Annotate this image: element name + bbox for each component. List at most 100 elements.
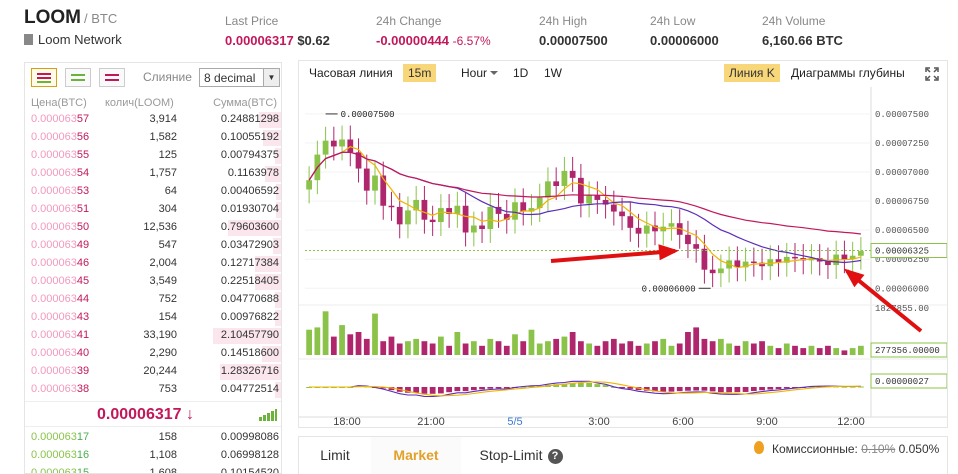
ask-row[interactable]: 0.00006344 752 0.04770688 [25,291,281,309]
view-both-button[interactable] [31,68,57,87]
depth-bar [274,148,281,164]
decimal-select[interactable]: 8 decimal ▼ [199,68,280,87]
current-price-tag-text: 0.00006325 [875,247,929,257]
tab-1w[interactable]: 1W [544,66,562,80]
view-sell-button[interactable] [99,68,125,87]
volume-bar [536,343,543,355]
ask-row[interactable]: 0.00006353 64 0.00406592 [25,183,281,201]
macd-bar [792,387,798,388]
help-icon[interactable]: ? [547,449,563,464]
tab-hour[interactable]: Hour [456,64,503,82]
col-sum-header: Сумма(BTC) [213,97,277,109]
tab-market[interactable]: Market [371,437,461,474]
volume-bar [825,345,831,355]
volume-bar [742,341,749,355]
ask-row[interactable]: 0.00006340 2,290 0.14518600 [25,345,281,363]
candle-body [462,205,469,233]
candle-body [553,181,560,186]
candle-body [586,195,592,204]
volume-bar [652,341,658,355]
candle-body [421,199,428,220]
ask-row[interactable]: 0.00006357 3,914 0.24881298 [25,111,281,129]
volume-bar [750,343,757,355]
candle-body [685,234,691,245]
time-tick: 12:00 [837,416,865,427]
candle-body [545,181,551,198]
ask-row[interactable]: 0.00006345 3,549 0.22518405 [25,273,281,291]
candle-body [858,251,864,256]
coin-name-link[interactable]: Loom Network [24,32,122,47]
ask-row[interactable]: 0.00006355 125 0.00794375 [25,147,281,165]
low-label: 24h Low [650,14,696,28]
row-sum: 2.10457790 [220,329,279,341]
volume-bar [355,332,362,355]
depth-bar [276,202,281,218]
red-arrow-head [658,244,679,261]
row-sum: 0.12717384 [220,257,279,269]
candle-body [355,152,362,169]
depth-bar [274,292,281,308]
tab-15m[interactable]: 15m [403,64,437,82]
ask-row[interactable]: 0.00006341 33,190 2.10457790 [25,327,281,345]
ask-row[interactable]: 0.00006338 753 0.04772514 [25,381,281,399]
bid-row[interactable]: 0.00006316 1,108 0.06998128 [25,447,281,465]
candle-body [487,206,494,229]
volume-bar [627,341,634,355]
volume-bar [553,338,560,355]
ask-row[interactable]: 0.00006349 547 0.03472903 [25,237,281,255]
row-sum: 0.00794375 [220,149,279,161]
ask-row[interactable]: 0.00006350 12,536 0.79603600 [25,219,281,237]
volume-bar [569,332,576,355]
row-price: 0.00006340 [31,347,90,359]
candle-body [372,175,378,191]
buy-lines-icon [71,79,85,81]
ask-row[interactable]: 0.00006346 2,004 0.12717384 [25,255,281,273]
candle-body [495,206,502,214]
tab-depth[interactable]: Диаграммы глубины [791,66,905,80]
volume-bar [833,348,840,355]
last-price-value: 0.00006317 $0.62 [225,33,330,48]
macd-bar [388,387,395,391]
volume-bar [808,345,815,355]
bid-row[interactable]: 0.00006315 1,608 0.10154520 [25,465,281,473]
ticker-header: LOOM / BTC Loom Network Last Price 0.0000… [0,0,958,58]
macd-bar [742,387,749,392]
ask-row[interactable]: 0.00006339 20,244 1.28326716 [25,363,281,381]
macd-tag [870,373,947,389]
tab-stop-limit[interactable]: Stop-Limit? [461,437,581,474]
high-label: 24h High [539,14,588,28]
volume-bar [512,334,518,355]
tab-limit[interactable]: Limit [320,447,350,463]
volume-bar [429,343,436,355]
ask-row[interactable]: 0.00006356 1,582 0.10055192 [25,129,281,147]
tab-candles[interactable]: Линия K [724,64,780,82]
row-sum: 0.1163978 [227,167,279,179]
candle-body [470,225,477,233]
candle-body [841,254,848,260]
depth-bar [272,238,281,254]
macd-bar [775,387,782,390]
macd-bar [528,386,535,388]
ask-row[interactable]: 0.00006354 1,757 0.1163978 [25,165,281,183]
candle-body [767,259,774,267]
bid-row[interactable]: 0.00006317 158 0.00998086 [25,429,281,447]
candle-body [775,259,782,263]
ask-row[interactable]: 0.00006343 154 0.00976822 [25,309,281,327]
candle-body [668,223,675,227]
ask-row[interactable]: 0.00006351 304 0.01930704 [25,201,281,219]
volume-bar [619,343,625,355]
tab-line-chart[interactable]: Часовая линия [309,66,393,80]
volume-bar [858,345,864,355]
price-tick: 0.00006000 [875,284,929,294]
current-price-row: 0.00006317 ↓ [25,401,281,427]
row-price: 0.00006349 [31,239,90,251]
tab-1d[interactable]: 1D [513,66,529,80]
fullscreen-icon[interactable] [925,67,939,81]
row-price: 0.00006353 [31,185,90,197]
depth-bar [274,382,281,398]
macd-bar [602,385,609,387]
candlestick-chart[interactable]: 0.00007500 0.00007250 0.00007000 0.00006750… [299,87,947,427]
volume-bar [372,313,378,355]
view-buy-button[interactable] [65,68,91,87]
macd-bar [726,387,732,393]
